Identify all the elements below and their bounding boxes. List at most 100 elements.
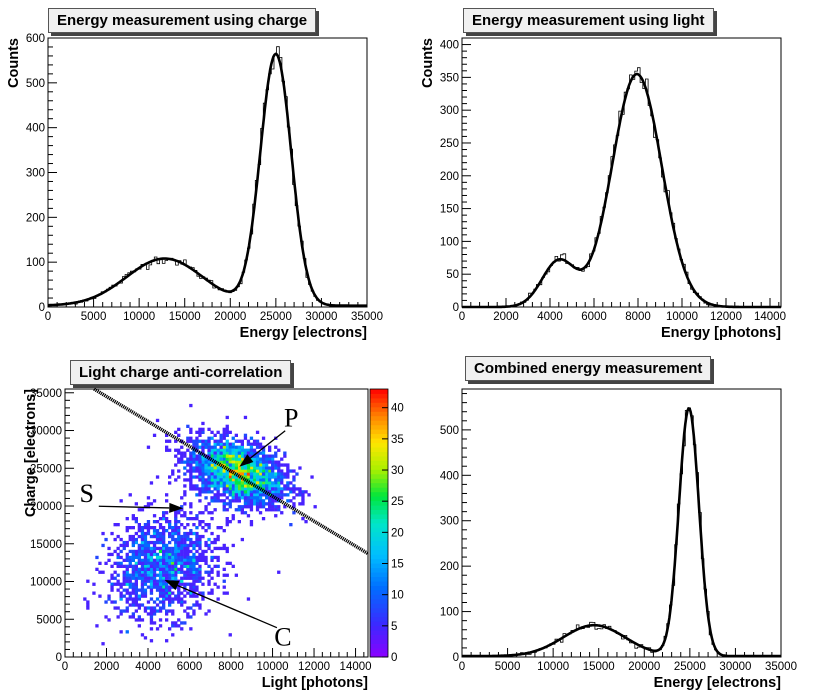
heatmap-cell [258,490,263,494]
colorbar-segment [370,576,388,582]
heatmap-cell [140,549,145,554]
x-tick-label: 0 [62,661,68,673]
heatmap-cell [255,508,260,512]
heatmap-cell [180,505,184,509]
heatmap-cell [122,576,126,580]
heatmap-cell [219,499,223,503]
heatmap-cell [186,537,190,542]
heatmap-cell [195,537,199,542]
heatmap-cell [189,427,193,431]
heatmap-cell [252,493,257,497]
x-tick-label: 25000 [260,311,292,323]
heatmap-cell [195,469,199,473]
heatmap-cell [222,475,226,479]
plot-frame [64,388,369,658]
heatmap-cell [292,484,296,488]
heatmap-cell [210,531,214,536]
heatmap-cell [195,475,199,479]
heatmap-cell [219,478,223,482]
heatmap-cell [189,484,193,488]
heatmap-cell [180,457,184,461]
heatmap-cell [143,588,148,592]
heatmap-cell [283,493,287,497]
heatmap-cell [249,478,254,482]
heatmap-cell [155,627,160,631]
heatmap-cell [210,478,214,482]
colorbar-segment [370,505,388,510]
heatmap-cell [298,490,302,494]
heatmap-cell [119,609,123,613]
heatmap-cell [298,466,302,470]
heatmap-cell [162,582,166,586]
heatmap-cell [192,442,196,446]
colorbar-tick-label: 0 [391,652,397,664]
heatmap-cell [158,567,163,571]
heatmap-cell [149,639,154,643]
anticorrelation-line [93,387,369,556]
heatmap-cell [140,564,145,568]
annotation-arrow-line [98,505,170,509]
heatmap-cell [140,579,145,583]
heatmap-cell [289,499,293,503]
heatmap-cell [228,481,232,485]
heatmap-cell [180,534,184,539]
heatmap-cell [171,570,175,574]
heatmap-cell [243,481,248,485]
heatmap-cell [228,448,232,452]
heatmap-cell [234,463,238,467]
heatmap-cell [225,457,229,461]
heatmap-cell [131,582,135,586]
heatmap-cell [92,582,96,586]
heatmap-cell [249,442,254,446]
heatmap-cell [183,511,187,515]
heatmap-cell [134,561,138,565]
heatmap-cell [268,508,272,512]
heatmap-cell [137,606,141,610]
heatmap-cell [207,427,211,431]
heatmap-cell [134,600,138,604]
heatmap-cell [134,582,138,586]
heatmap-cell [231,499,235,503]
colorbar-frame [369,388,389,658]
colorbar-segment [370,451,388,457]
heatmap-cell [222,478,226,482]
heatmap-cell [189,460,193,464]
heatmap-cell [198,493,202,497]
heatmap-cell [158,546,163,551]
heatmap-cell [168,552,172,557]
heatmap-cell [265,487,269,491]
heatmap-cell [240,451,244,455]
heatmap-cell [183,549,187,554]
heatmap-cell [195,561,199,565]
y-tick-label: 350 [440,72,459,84]
heatmap-cell [143,546,148,551]
heatmap-cell [231,496,235,500]
y-tick-label: 25000 [30,463,62,475]
heatmap-cell [274,499,278,503]
heatmap-cell [195,588,199,592]
colorbar-segment [370,625,388,631]
heatmap-cell [168,531,172,536]
heatmap-cell [274,487,278,491]
heatmap-cell [216,484,220,488]
heatmap-cell [131,537,135,542]
heatmap-cell [162,606,166,610]
y-tick-label: 5000 [36,614,62,626]
heatmap-cell [201,481,205,485]
heatmap-cell [134,618,138,622]
heatmap-cell [222,469,226,473]
annotation-s: S [80,479,94,508]
heatmap-cell [237,481,241,485]
y-tick-label: 400 [440,40,459,52]
heatmap-cell [158,579,163,583]
heatmap-cell [143,543,148,548]
heatmap-cell [265,472,269,476]
heatmap-cell [261,505,266,509]
heatmap-cell [286,469,290,473]
heatmap-cell [162,603,166,607]
heatmap-cell [201,582,205,586]
heatmap-cell [146,567,151,571]
heatmap-cell [131,567,135,571]
heatmap-cell [143,558,148,562]
heatmap-cell [152,499,157,503]
